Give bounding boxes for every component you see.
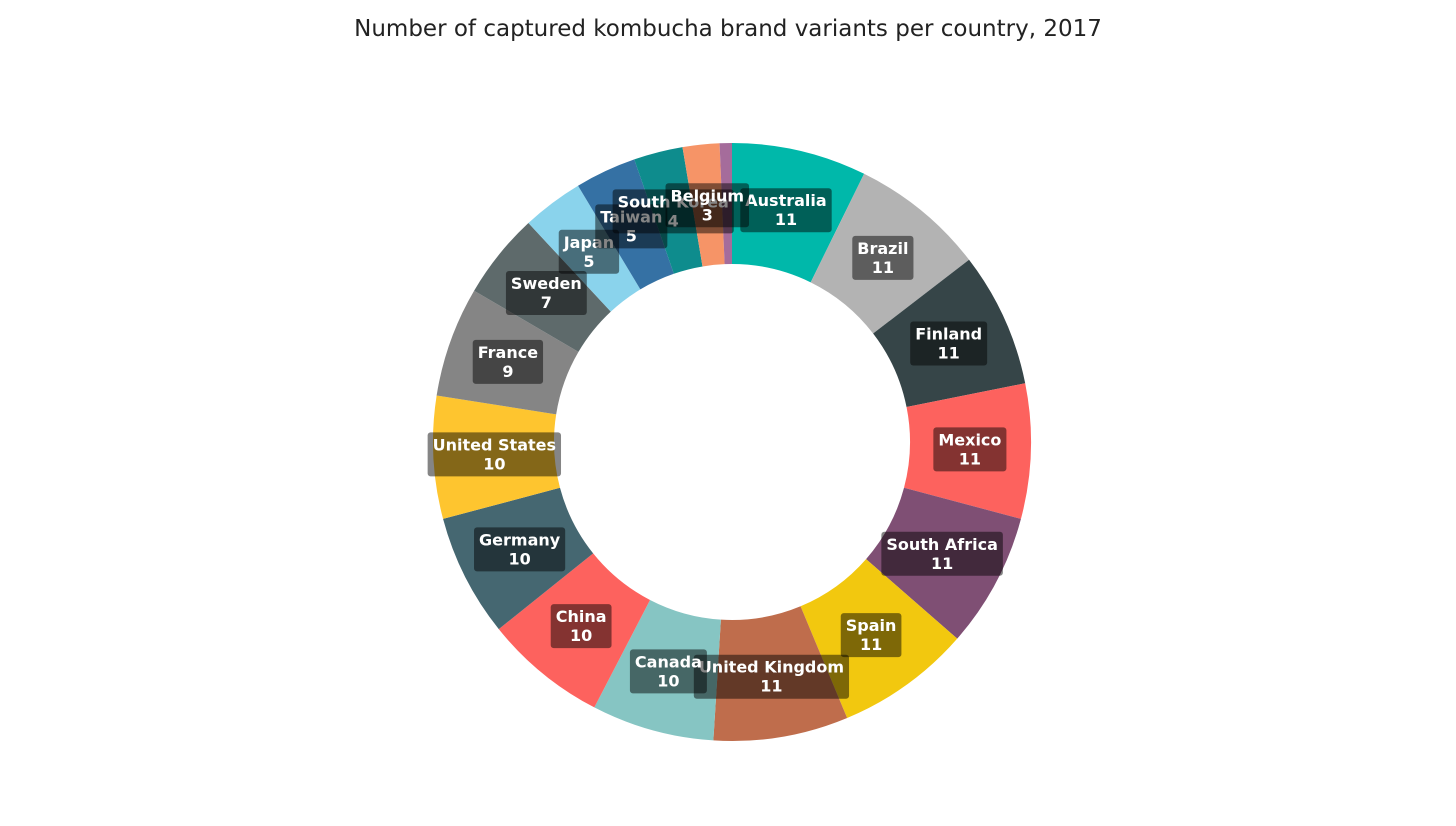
label-name-germany: Germany	[479, 530, 561, 549]
label-name-australia: Australia	[745, 191, 826, 210]
label-name-canada: Canada	[635, 652, 702, 671]
label-value-sweden: 7	[541, 293, 552, 312]
label-value-united-kingdom: 11	[760, 677, 782, 696]
label-box-brazil	[852, 235, 914, 280]
slice-south-korea	[634, 147, 703, 274]
data-label-south-korea: South Korea4	[612, 189, 734, 234]
slice-finland	[873, 259, 1026, 408]
label-box-china	[550, 604, 612, 649]
label-name-united-states: United States	[433, 435, 556, 454]
label-value-south-korea: 4	[668, 211, 679, 230]
label-box-united-kingdom	[693, 654, 850, 699]
slice-united-states	[433, 395, 560, 519]
label-name-brazil: Brazil	[857, 239, 908, 258]
chart-title: Number of captured kombucha brand varian…	[354, 16, 1102, 42]
label-box-spain	[840, 613, 902, 658]
slice-germany	[443, 487, 594, 630]
label-value-south-africa: 11	[931, 554, 953, 573]
label-name-belgium: Belgium	[671, 186, 745, 205]
label-value-finland: 11	[938, 344, 960, 363]
label-value-japan: 5	[583, 252, 594, 271]
label-name-japan: Japan	[563, 233, 614, 252]
label-value-france: 9	[502, 362, 513, 381]
label-name-spain: Spain	[846, 616, 897, 635]
label-box-canada	[629, 649, 707, 694]
label-value-spain: 11	[860, 635, 882, 654]
label-value-canada: 10	[657, 671, 679, 690]
label-name-south-korea: South Korea	[618, 192, 729, 211]
label-value-brazil: 11	[872, 258, 894, 277]
label-box-taiwan	[595, 204, 668, 249]
slice-canada	[594, 600, 721, 741]
label-value-taiwan: 5	[626, 226, 637, 245]
slice-spain	[800, 559, 958, 718]
slice-sweden	[474, 223, 611, 352]
slices-layer	[433, 143, 1031, 742]
slice-belgium	[682, 143, 725, 267]
slice-japan	[528, 185, 641, 312]
label-box-belgium	[665, 183, 750, 228]
slice-unlabeled-17	[719, 143, 732, 265]
slice-china	[498, 553, 651, 708]
data-label-taiwan: Taiwan5	[595, 204, 668, 249]
label-box-mexico	[933, 427, 1007, 472]
label-box-south-africa	[881, 531, 1003, 576]
slice-mexico	[904, 383, 1031, 519]
label-box-australia	[740, 188, 832, 233]
label-name-france: France	[478, 343, 538, 362]
label-box-germany	[474, 527, 566, 572]
label-box-south-korea	[612, 189, 734, 234]
label-box-sweden	[505, 271, 587, 316]
label-box-france	[472, 339, 544, 384]
label-name-china: China	[556, 607, 607, 626]
slice-south-africa	[866, 487, 1021, 639]
label-name-united-kingdom: United Kingdom	[699, 658, 844, 677]
slice-france	[436, 290, 579, 415]
label-value-united-states: 10	[483, 454, 505, 473]
slice-australia	[732, 143, 865, 283]
slice-united-kingdom	[713, 606, 848, 742]
label-box-japan	[558, 229, 620, 274]
label-value-china: 10	[570, 626, 592, 645]
label-name-mexico: Mexico	[938, 430, 1001, 449]
label-box-united-states	[427, 432, 562, 477]
slice-brazil	[810, 173, 970, 334]
label-value-germany: 10	[508, 549, 530, 568]
label-box-finland	[910, 321, 988, 366]
label-name-finland: Finland	[915, 325, 982, 344]
label-value-australia: 11	[775, 210, 797, 229]
label-name-south-africa: South Africa	[886, 535, 998, 554]
labels-layer: Australia11Brazil11Finland11Mexico11Sout…	[427, 183, 1007, 699]
label-name-sweden: Sweden	[511, 274, 582, 293]
label-name-taiwan: Taiwan	[600, 207, 662, 226]
label-value-mexico: 11	[959, 449, 981, 468]
slice-taiwan	[578, 159, 674, 290]
label-value-belgium: 3	[702, 205, 713, 224]
